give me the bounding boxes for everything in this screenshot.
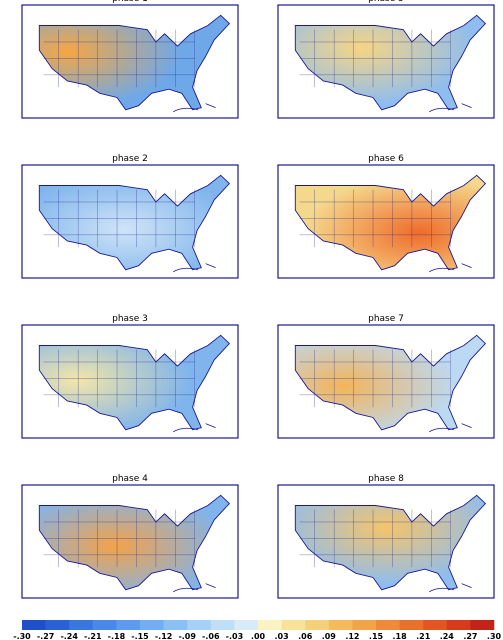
- land: [38, 14, 231, 111]
- panel-title: phase 1: [112, 0, 148, 4]
- colorbar-label: .21: [416, 632, 431, 640]
- land: [38, 494, 231, 591]
- colorbar-label: -.18: [108, 632, 126, 640]
- land: [294, 334, 487, 431]
- colorbar: -.30 -.27 -.24 -.21 -.18 -.15 -.12 -.09 -.06 -.03…: [13, 620, 502, 640]
- colorbar-label: .03: [275, 632, 289, 640]
- panel-title: phase 2: [112, 154, 148, 164]
- land: [294, 494, 487, 591]
- panel-title: phase 3: [112, 314, 148, 324]
- colorbar-label: .18: [393, 632, 408, 640]
- coast-line: [172, 103, 216, 113]
- panel-title: phase 4: [112, 474, 148, 484]
- colorbar-swatch: [305, 620, 330, 630]
- panel-title: phase 5: [368, 0, 404, 4]
- colorbar-label: .24: [440, 632, 455, 640]
- colorbar-swatch: [376, 620, 400, 630]
- colorbar-swatch: [423, 620, 448, 630]
- colorbar-label: .12: [345, 632, 359, 640]
- colorbar-label: -.30: [13, 632, 31, 640]
- colorbar-swatch: [92, 620, 117, 630]
- colorbar-label: -.06: [202, 632, 220, 640]
- colorbar-swatch: [328, 620, 353, 630]
- colorbar-label: .30: [487, 632, 502, 640]
- colorbar-swatch: [234, 620, 259, 630]
- colorbar-label: .09: [322, 632, 337, 640]
- colorbar-swatch: [446, 620, 471, 630]
- colorbar-swatch: [163, 620, 188, 630]
- colorbar-swatch: [470, 620, 495, 630]
- colorbar-swatch: [116, 620, 141, 630]
- land: [294, 14, 487, 111]
- panel-title: phase 6: [368, 154, 404, 164]
- colorbar-swatch: [281, 620, 306, 630]
- coast-line: [428, 423, 472, 433]
- colorbar-label: -.24: [60, 632, 78, 640]
- coast-line: [172, 423, 216, 433]
- coast-line: [428, 583, 472, 593]
- panel-title: phase 7: [368, 314, 404, 324]
- colorbar-label: -.09: [178, 632, 196, 640]
- colorbar-swatch: [22, 620, 46, 630]
- colorbar-swatch: [187, 620, 212, 630]
- panel-title: phase 8: [368, 474, 404, 484]
- colorbar-label: -.21: [84, 632, 102, 640]
- colorbar-label: .00: [251, 632, 266, 640]
- land: [294, 174, 487, 271]
- colorbar-swatch: [352, 620, 377, 630]
- colorbar-swatch: [140, 620, 164, 630]
- colorbar-swatch: [258, 620, 282, 630]
- land: [38, 174, 231, 271]
- colorbar-label: -.03: [226, 632, 244, 640]
- coast-line: [428, 103, 472, 113]
- colorbar-label: -.27: [37, 632, 55, 640]
- colorbar-label: -.15: [131, 632, 149, 640]
- colorbar-label: .06: [298, 632, 313, 640]
- coast-line: [172, 583, 216, 593]
- coast-line: [172, 263, 216, 273]
- colorbar-label: -.12: [155, 632, 173, 640]
- colorbar-label: .15: [369, 632, 384, 640]
- coast-line: [428, 263, 472, 273]
- colorbar-swatch: [210, 620, 235, 630]
- colorbar-label: .27: [463, 632, 477, 640]
- colorbar-swatch: [69, 620, 94, 630]
- colorbar-swatch: [45, 620, 70, 630]
- colorbar-swatch: [399, 620, 424, 630]
- land: [38, 334, 231, 431]
